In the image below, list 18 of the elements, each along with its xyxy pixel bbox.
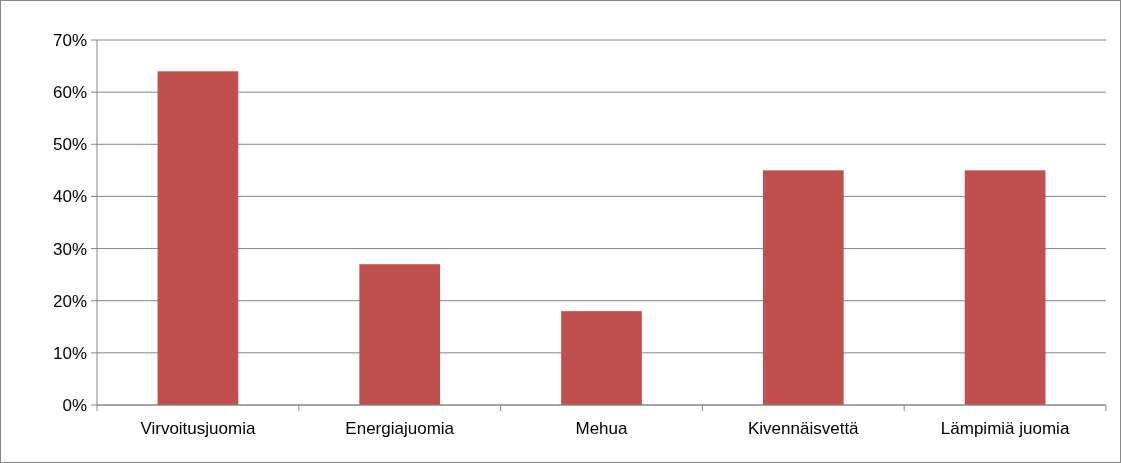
y-tick-label: 60% xyxy=(52,83,87,103)
x-tick-label: Energiajuomia xyxy=(345,419,455,438)
x-tick-label: Mehua xyxy=(575,419,629,438)
y-tick-label: 20% xyxy=(52,291,87,311)
y-tick-label: 50% xyxy=(52,135,87,155)
bar xyxy=(157,71,239,405)
y-tick-label: 10% xyxy=(52,343,87,363)
y-tick-label: 40% xyxy=(52,187,87,207)
x-tick-label: Kivennäisvettä xyxy=(748,419,860,438)
y-tick-label: 30% xyxy=(52,239,87,259)
x-tick-label: Virvoitusjuomia xyxy=(140,419,256,438)
y-tick-label: 0% xyxy=(62,395,87,415)
bar xyxy=(762,170,844,405)
bar xyxy=(561,311,642,405)
bar xyxy=(359,264,441,405)
bar xyxy=(964,170,1046,405)
y-tick-label: 70% xyxy=(52,30,87,50)
x-tick-label: Lämpimiä juomia xyxy=(940,419,1070,438)
